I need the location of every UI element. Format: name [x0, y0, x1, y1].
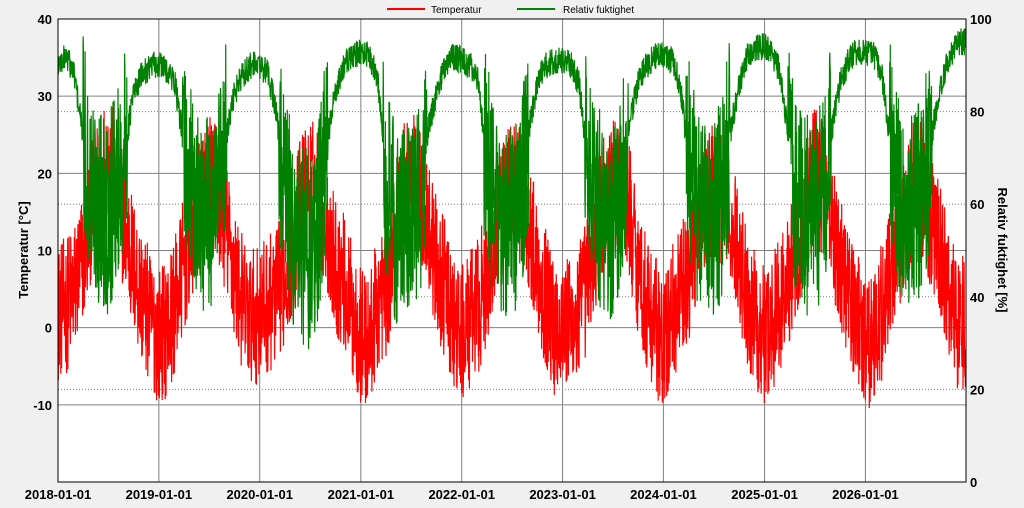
y-left-tick-label: 10 [38, 244, 52, 259]
x-tick-label: 2026-01-01 [832, 487, 899, 502]
y-axis-left-title: Temperatur [°C] [16, 201, 31, 298]
x-tick-label: 2019-01-01 [126, 487, 193, 502]
legend-label-relativ-fuktighet: Relativ fuktighet [563, 5, 634, 16]
y-left-tick-label: 0 [45, 321, 52, 336]
x-tick-label: 2025-01-01 [731, 487, 798, 502]
y-right-tick-label: 0 [970, 475, 977, 490]
y-axis-right-title: Relativ fuktighet [%] [995, 188, 1010, 313]
y-left-tick-label: 30 [38, 89, 52, 104]
y-right-tick-label: 100 [970, 12, 992, 27]
x-tick-label: 2022-01-01 [428, 487, 495, 502]
plot-frame [57, 18, 967, 483]
x-tick-label: 2023-01-01 [529, 487, 596, 502]
y-left-tick-label: 20 [38, 166, 52, 181]
series-line-relativ-fuktighet [57, 28, 967, 350]
legend-label-temperatur: Temperatur [431, 5, 482, 16]
x-tick-label: 2020-01-01 [226, 487, 293, 502]
x-tick-label: 2024-01-01 [630, 487, 697, 502]
series-layer [57, 28, 967, 409]
y-right-tick-label: 20 [970, 382, 984, 397]
y-left-tick-label: 40 [38, 12, 52, 27]
y-right-tick-label: 40 [970, 290, 984, 305]
y-right-tick-label: 60 [970, 197, 984, 212]
axis-layer: 2018-01-01 2019-01-01 2020-01-01 2021-01-01… [25, 12, 992, 502]
x-tick-label: 2021-01-01 [328, 487, 395, 502]
legend: Temperatur Relativ fuktighet [387, 5, 634, 16]
y-left-tick-label: -10 [33, 398, 52, 413]
y-right-tick-label: 80 [970, 105, 984, 120]
x-tick-label: 2018-01-01 [25, 487, 92, 502]
